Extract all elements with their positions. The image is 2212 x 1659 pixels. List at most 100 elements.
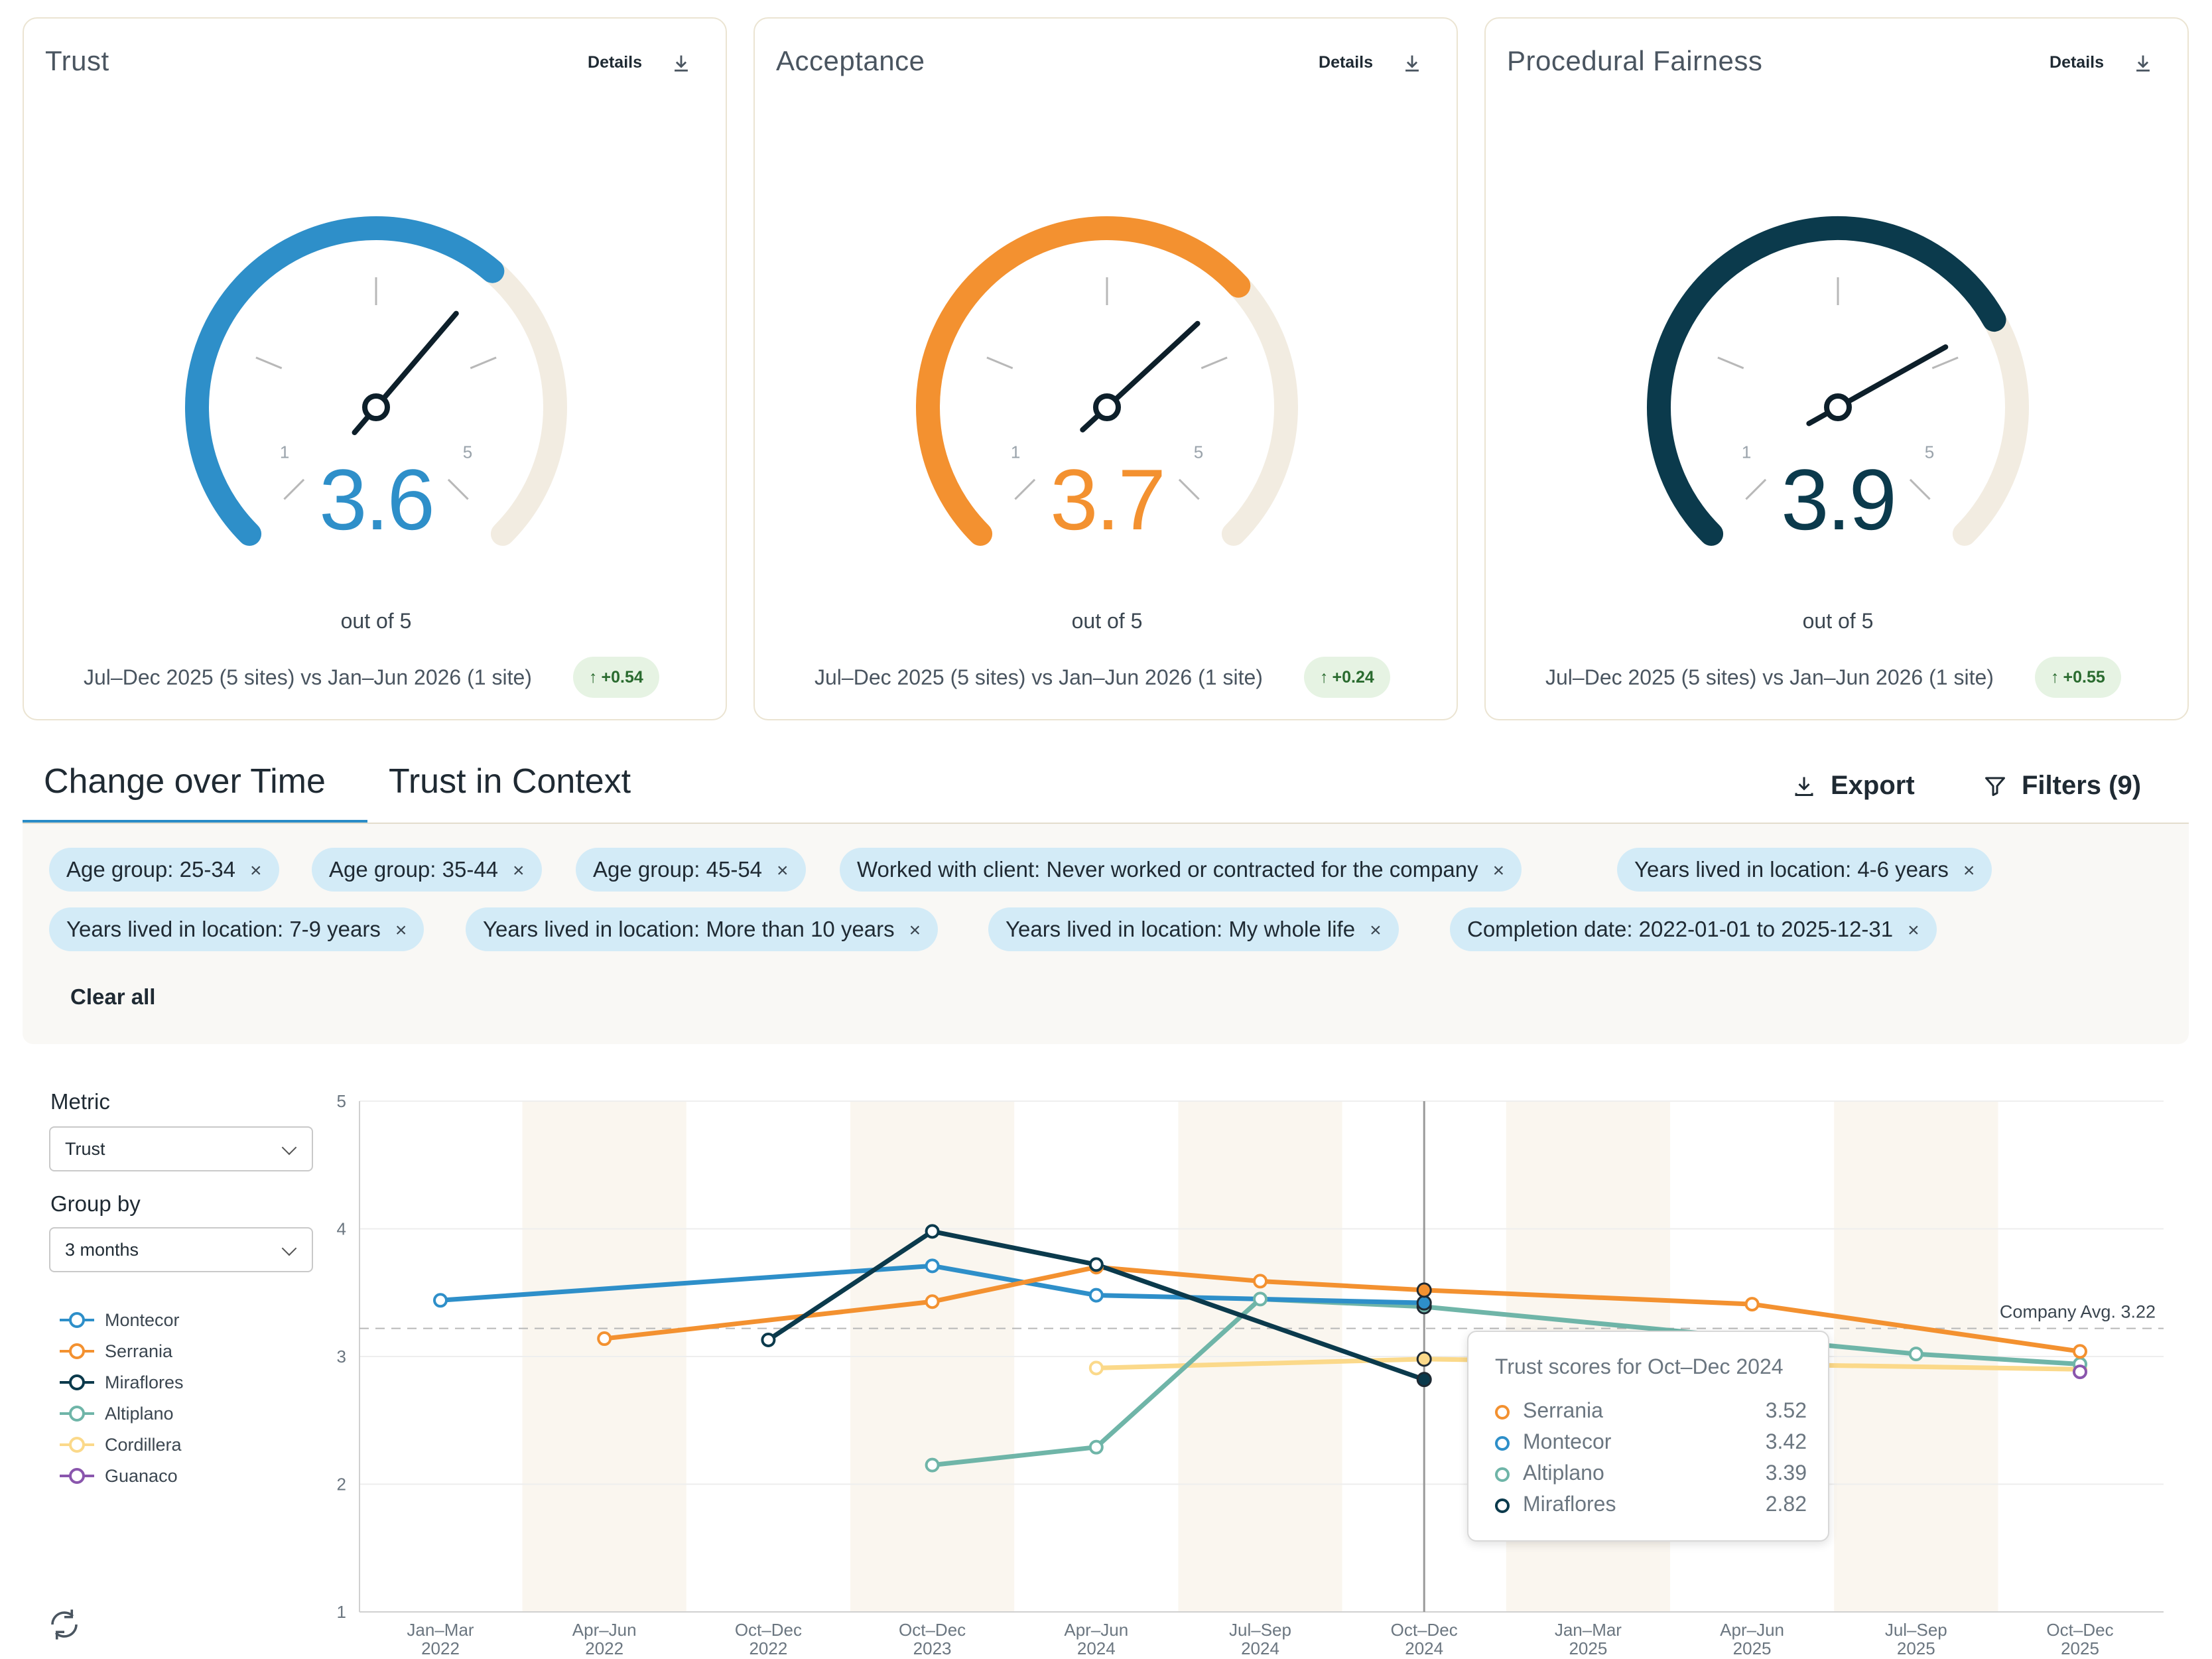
arrow-up-icon: ↑ [2051, 668, 2059, 687]
y-tick-label: 3 [337, 1347, 346, 1366]
data-point-altiplano[interactable] [1253, 1292, 1268, 1307]
close-icon[interactable]: × [1370, 919, 1382, 941]
x-tick-year: 2022 [749, 1638, 787, 1658]
download-icon[interactable] [2132, 52, 2154, 74]
legend-marker-icon [60, 1374, 94, 1390]
filters-button[interactable]: Filters (9) [1983, 771, 2141, 801]
data-point-cordillera[interactable] [1088, 1360, 1104, 1376]
tooltip-row: Serrania 3.52 [1495, 1398, 1807, 1425]
data-point-miraflores[interactable] [925, 1224, 940, 1239]
tab-change-over-time[interactable]: Change over Time [44, 762, 326, 801]
details-button[interactable]: Details [588, 53, 642, 72]
period-band [1178, 1101, 1342, 1612]
legend-item-altiplano[interactable]: Altiplano [58, 1402, 174, 1426]
close-icon[interactable]: × [250, 860, 262, 882]
x-tick-label: Apr–Jun [572, 1620, 637, 1640]
chip-label: Years lived in location: 4-6 years [1634, 857, 1949, 882]
data-point-montecor[interactable] [1088, 1288, 1104, 1303]
legend-item-montecor[interactable]: Montecor [58, 1308, 180, 1332]
data-point-montecor[interactable] [433, 1293, 448, 1308]
x-tick-year: 2025 [2061, 1638, 2099, 1658]
gauge-tick [1201, 356, 1228, 369]
tooltip-title: Trust scores for Oct–Dec 2024 [1495, 1355, 1784, 1378]
filter-chip[interactable]: Age group: 45-54 × [576, 848, 806, 892]
legend-marker-icon [60, 1343, 94, 1359]
delta-value: +0.55 [2063, 668, 2105, 687]
data-point-serrania[interactable] [597, 1331, 612, 1347]
close-icon[interactable]: × [909, 919, 921, 941]
filter-chip[interactable]: Worked with client: Never worked or cont… [840, 848, 1522, 892]
clear-all-button[interactable]: Clear all [70, 984, 156, 1009]
gauge-max-label: 5 [463, 442, 472, 462]
filter-chip[interactable]: Years lived in location: My whole life × [988, 907, 1399, 951]
metric-select[interactable]: Trust [49, 1126, 313, 1171]
data-point-guanaco[interactable] [2073, 1364, 2087, 1380]
data-point-miraflores[interactable] [761, 1332, 776, 1347]
data-point-cordillera[interactable] [1416, 1351, 1432, 1367]
gauge-tick [1745, 478, 1767, 500]
x-tick-label: Oct–Dec [2046, 1620, 2113, 1640]
gauge-tick [470, 356, 497, 369]
details-button[interactable]: Details [2049, 53, 2104, 72]
tab-trust-in-context[interactable]: Trust in Context [389, 762, 631, 801]
export-button[interactable]: Export [1792, 771, 1915, 801]
data-point-serrania[interactable] [1253, 1274, 1268, 1289]
close-icon[interactable]: × [1492, 860, 1505, 882]
download-icon[interactable] [1401, 52, 1423, 74]
arrow-up-icon: ↑ [589, 668, 598, 687]
tooltip-series-value: 3.39 [1765, 1461, 1807, 1485]
close-icon[interactable]: × [1963, 860, 1975, 882]
funnel-icon [1985, 777, 2005, 796]
x-tick-year: 2024 [1077, 1638, 1116, 1658]
active-tab-indicator [23, 820, 367, 823]
filter-chip[interactable]: Years lived in location: 4-6 years × [1617, 848, 1992, 892]
legend-item-miraflores[interactable]: Miraflores [58, 1370, 184, 1394]
legend-item-cordillera[interactable]: Cordillera [58, 1433, 182, 1457]
filter-chip[interactable]: Years lived in location: More than 10 ye… [466, 907, 939, 951]
data-point-montecor[interactable] [1416, 1295, 1432, 1311]
filter-chip[interactable]: Completion date: 2022-01-01 to 2025-12-3… [1450, 907, 1937, 951]
filter-chip[interactable]: Age group: 25-34 × [49, 848, 279, 892]
x-tick-year: 2025 [1569, 1638, 1607, 1658]
data-point-miraflores[interactable] [1088, 1257, 1104, 1272]
tooltip-series-value: 2.82 [1765, 1492, 1807, 1516]
group-by-select[interactable]: 3 months [49, 1227, 313, 1272]
legend-item-guanaco[interactable]: Guanaco [58, 1464, 178, 1488]
x-tick-year: 2025 [1733, 1638, 1772, 1658]
data-point-miraflores[interactable] [1416, 1372, 1432, 1388]
data-point-altiplano[interactable] [1088, 1439, 1104, 1455]
filter-chip[interactable]: Age group: 35-44 × [312, 848, 542, 892]
tooltip-row: Montecor 3.42 [1495, 1429, 1807, 1456]
close-icon[interactable]: × [777, 860, 789, 882]
data-point-altiplano[interactable] [1908, 1347, 1923, 1362]
gauge-tick [1178, 478, 1200, 500]
gauge-fill [916, 216, 1251, 546]
tooltip-series-value: 3.42 [1765, 1429, 1807, 1453]
chip-label: Worked with client: Never worked or cont… [857, 857, 1478, 882]
details-button[interactable]: Details [1319, 53, 1373, 72]
legend-label: Montecor [105, 1309, 180, 1330]
data-point-serrania[interactable] [1744, 1297, 1760, 1312]
y-tick-label: 5 [337, 1091, 346, 1111]
close-icon[interactable]: × [1908, 919, 1919, 941]
close-icon[interactable]: × [395, 919, 407, 941]
data-point-serrania[interactable] [1416, 1282, 1432, 1298]
refresh-icon[interactable] [46, 1607, 82, 1642]
data-point-altiplano[interactable] [925, 1457, 940, 1473]
tooltip-series-name: Miraflores [1523, 1492, 1616, 1516]
delta-badge: ↑ +0.54 [573, 657, 659, 698]
data-point-serrania[interactable] [925, 1294, 940, 1309]
x-tick-year: 2024 [1405, 1638, 1443, 1658]
chevron-down-icon [281, 1240, 297, 1256]
x-tick-label: Oct–Dec [899, 1620, 966, 1640]
filter-chip[interactable]: Years lived in location: 7-9 years × [49, 907, 424, 951]
close-icon[interactable]: × [513, 860, 525, 882]
download-icon[interactable] [670, 52, 692, 74]
score-value: 3.6 [319, 451, 435, 548]
data-point-serrania[interactable] [2073, 1344, 2087, 1359]
gauge-tick [1717, 356, 1744, 369]
data-point-montecor[interactable] [925, 1258, 940, 1274]
legend-item-serrania[interactable]: Serrania [58, 1339, 172, 1363]
